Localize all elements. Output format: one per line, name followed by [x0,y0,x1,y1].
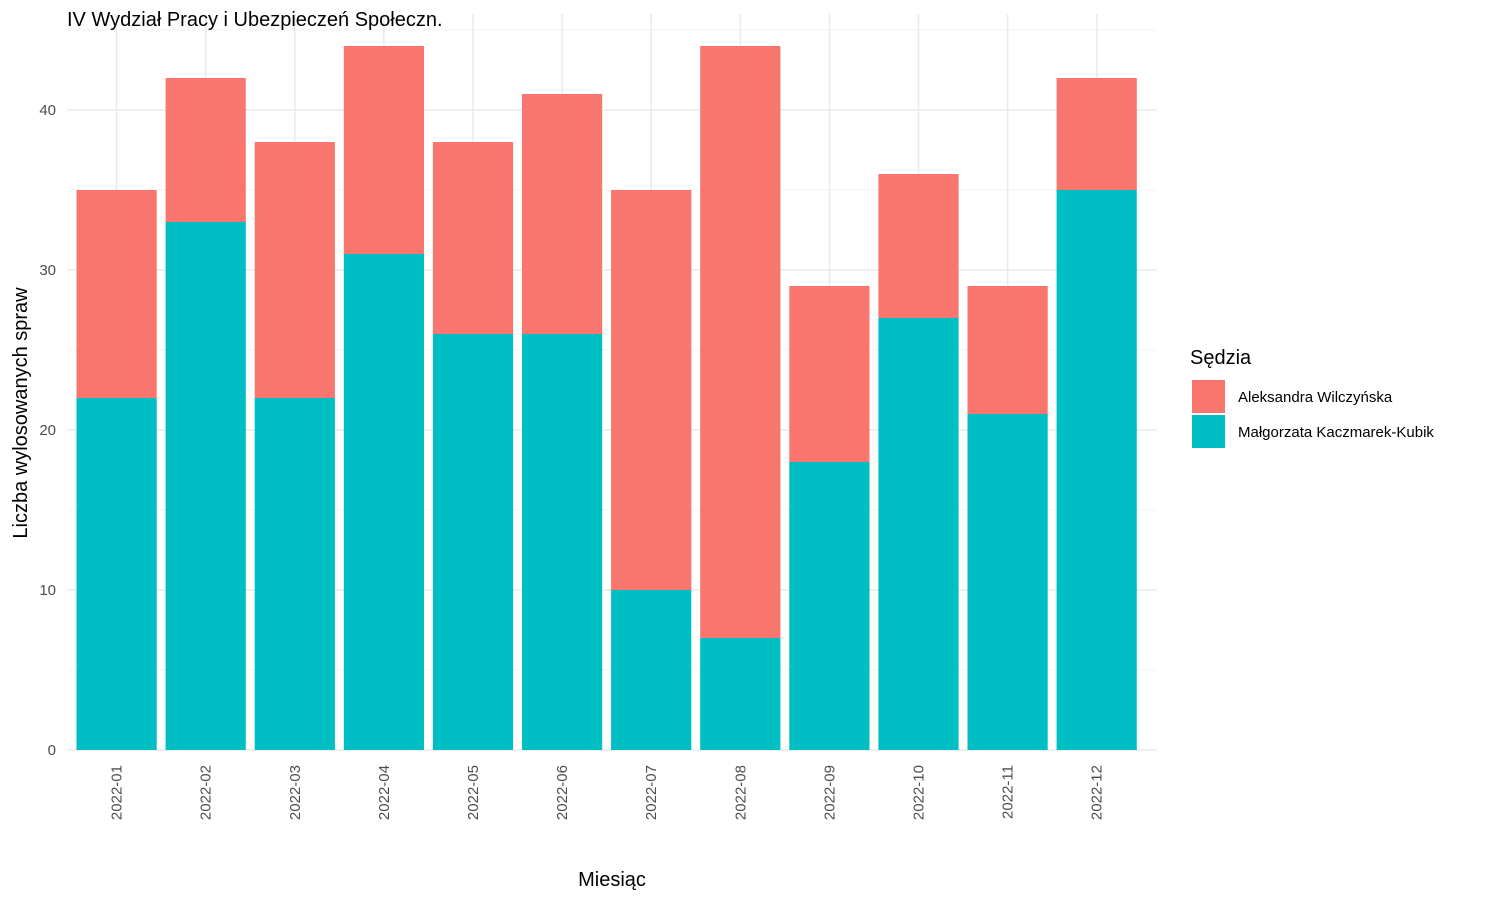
bar-segment-kaczmarek-kubik [878,318,959,750]
bar-segment-kaczmarek-kubik [700,638,781,750]
bar-segment-kaczmarek-kubik [343,254,424,750]
y-axis-ticks: 0 10 20 30 40 [39,102,56,759]
bar-segment-wilczynska [700,46,781,638]
legend-items: Aleksandra Wilczyńska Małgorzata Kaczmare… [1192,380,1434,448]
bar-segment-wilczynska [967,286,1048,414]
bar-segment-wilczynska [878,174,959,318]
bar-segment-wilczynska [343,46,424,254]
bar-segment-wilczynska [165,78,246,222]
bar-segment-wilczynska [611,190,692,590]
x-tick-label: 2022-07 [643,765,660,820]
bar-segment-wilczynska [254,142,335,398]
chart-title: IV Wydział Pracy i Ubezpieczeń Społeczn. [67,9,443,31]
bar-segment-wilczynska [522,94,603,334]
x-tick-label: 2022-06 [554,765,571,820]
bar-segment-wilczynska [1056,78,1137,190]
x-tick-label: 2022-01 [109,765,126,820]
bar-segment-wilczynska [789,286,870,462]
bar-segment-kaczmarek-kubik [789,462,870,750]
legend-label: Aleksandra Wilczyńska [1238,389,1393,406]
bar-segment-kaczmarek-kubik [76,398,157,750]
legend-swatch [1192,415,1225,448]
bar-segment-kaczmarek-kubik [165,222,246,750]
x-axis-title: Miesiąc [578,869,646,891]
legend-title: Sędzia [1190,347,1252,369]
x-tick-label: 2022-08 [732,765,749,820]
bar-segment-kaczmarek-kubik [611,590,692,750]
bar-segment-wilczynska [432,142,514,334]
x-tick-label: 2022-12 [1089,765,1106,820]
x-tick-label: 2022-02 [198,765,215,820]
bar-segment-kaczmarek-kubik [432,334,514,750]
y-tick-label: 0 [48,742,56,759]
bar-segment-kaczmarek-kubik [1056,190,1137,750]
y-axis-title: Liczba wylosowanych spraw [10,287,32,539]
x-tick-label: 2022-11 [1000,765,1017,819]
bar-segment-kaczmarek-kubik [522,334,603,750]
x-tick-label: 2022-09 [821,765,838,820]
y-tick-label: 10 [39,582,56,599]
x-tick-label: 2022-03 [287,765,304,820]
y-tick-label: 40 [39,102,56,119]
bars [76,46,1137,750]
legend-label: Małgorzata Kaczmarek-Kubik [1238,424,1434,441]
bar-segment-kaczmarek-kubik [254,398,335,750]
x-tick-label: 2022-05 [465,765,482,820]
bar-segment-wilczynska [76,190,157,398]
x-tick-label: 2022-04 [376,765,393,820]
x-tick-label: 2022-10 [911,765,928,820]
legend-swatch [1192,380,1225,413]
y-tick-label: 30 [39,262,56,279]
legend: Sędzia Aleksandra Wilczyńska Małgorzata K… [1190,347,1434,448]
bar-segment-kaczmarek-kubik [967,414,1048,750]
y-tick-label: 20 [39,422,56,439]
x-axis-ticks: 2022-01 2022-02 2022-03 2022-04 2022-05 2022-… [109,765,1106,820]
